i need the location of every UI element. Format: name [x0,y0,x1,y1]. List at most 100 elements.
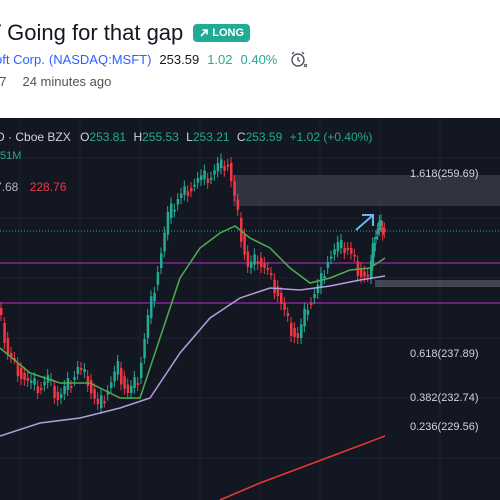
candle-body [153,292,156,302]
exchange-link[interactable]: (NASDAQ:MSFT) [48,51,152,67]
candle-body [273,279,276,294]
candle-body [176,199,180,205]
long-badge[interactable]: LONG [193,24,251,42]
fib-label-0382: 0.382(232.74) [410,392,479,404]
candle-body [283,303,286,310]
candle-body [210,177,213,180]
candle-body [36,386,40,393]
candle-body [103,401,106,404]
candle-body [310,303,313,305]
candle-body [13,358,16,360]
candle-body [333,249,336,255]
ma-fast-line [0,225,386,399]
candle-body [160,253,163,268]
candle-body [323,276,326,278]
candle-body [93,389,96,399]
candle-body [256,261,260,264]
candle-body [381,227,385,235]
candle-body [150,296,153,318]
candle-body [263,263,266,268]
fib-label-0236: 0.236(229.56) [410,421,479,433]
h-label: H [133,130,143,144]
candle-body [213,170,216,175]
candle-body [220,159,223,168]
arrow-up-right-icon [200,29,209,37]
candle-body [276,286,280,296]
candle-body [303,308,306,327]
candle-body [253,254,256,265]
candle-body [366,274,370,277]
gap-zone-small [375,280,500,287]
candle-body [166,212,170,235]
candle-body [110,382,113,388]
company-link[interactable]: oft Corp. [0,51,45,67]
candle-body [96,398,100,404]
candle-body [360,268,363,278]
l-value: 253.21 [192,130,230,144]
candle-body [146,315,150,338]
blue-arrow-icon [355,214,374,231]
badge-label: LONG [212,27,245,39]
candle-body [106,391,110,395]
candle-body [136,383,140,385]
candle-body [233,181,236,196]
chart-canvas[interactable]: 1.618(259.69) 0.618(237.89) 0.382(232.74… [0,118,500,500]
alarm-clock-icon[interactable] [289,50,309,68]
candle-body [76,367,80,374]
candle-body [336,242,340,252]
symbol-row: oft Corp. (NASDAQ:MSFT) 253.59 1.02 0.40… [0,50,309,68]
idea-title: T Going for that gap [0,20,184,45]
price-change: 1.02 [207,51,233,67]
ma-legend: 7.68 228.76 [0,180,66,194]
o-value: 253.81 [89,130,127,144]
candle-body [20,368,23,379]
l-label: L [186,130,193,144]
candle-body [140,363,143,378]
candle-body [203,170,206,180]
candle-body [290,323,293,336]
candle-body [83,369,86,372]
candle-body [243,234,246,255]
candle-body [66,378,70,390]
candle-body [56,392,60,400]
chart-panel[interactable]: 1.618(259.69) 0.618(237.89) 0.382(232.74… [0,118,500,500]
candle-body [375,237,378,239]
candle-body [286,313,290,316]
ma-value-1: 7.68 [0,180,19,194]
legend-dot: · [8,130,16,144]
candle-body [343,248,346,253]
fib-label-0618: 0.618(237.89) [410,348,479,360]
candle-body [373,243,376,252]
candle-body [190,188,193,192]
candle-body [380,220,383,226]
candle-body [260,258,263,267]
candle-body [313,294,316,298]
candle-body [206,178,210,183]
candle-body [196,178,200,183]
title-row: T Going for that gap LONG [0,18,251,48]
candle-body [266,268,270,270]
candles [0,153,386,414]
change-value: +1.02 (+0.40%) [289,130,373,144]
candle-body [240,218,243,242]
o-label: O [80,130,90,144]
candle-body [250,261,253,268]
candle-body [143,339,146,358]
h-value: 255.53 [142,130,179,144]
candle-body [350,248,353,254]
candle-body [60,394,63,398]
candle-body [330,256,333,259]
candle-body [340,240,343,248]
candle-body [378,221,381,230]
candle-body [296,333,300,338]
post-header: T Going for that gap LONG oft Corp. (NAS… [0,0,500,114]
candle-body [113,371,116,382]
candle-body [293,328,296,337]
price-change-percent: 0.40% [240,51,278,67]
candle-body [63,386,66,394]
candle-body [180,193,183,198]
candle-body [183,186,186,195]
candle-body [300,324,303,338]
candle-body [0,308,3,315]
ohlc-legend: D · Cboe BZX O253.81 H255.53 L253.21 C25… [0,130,372,144]
